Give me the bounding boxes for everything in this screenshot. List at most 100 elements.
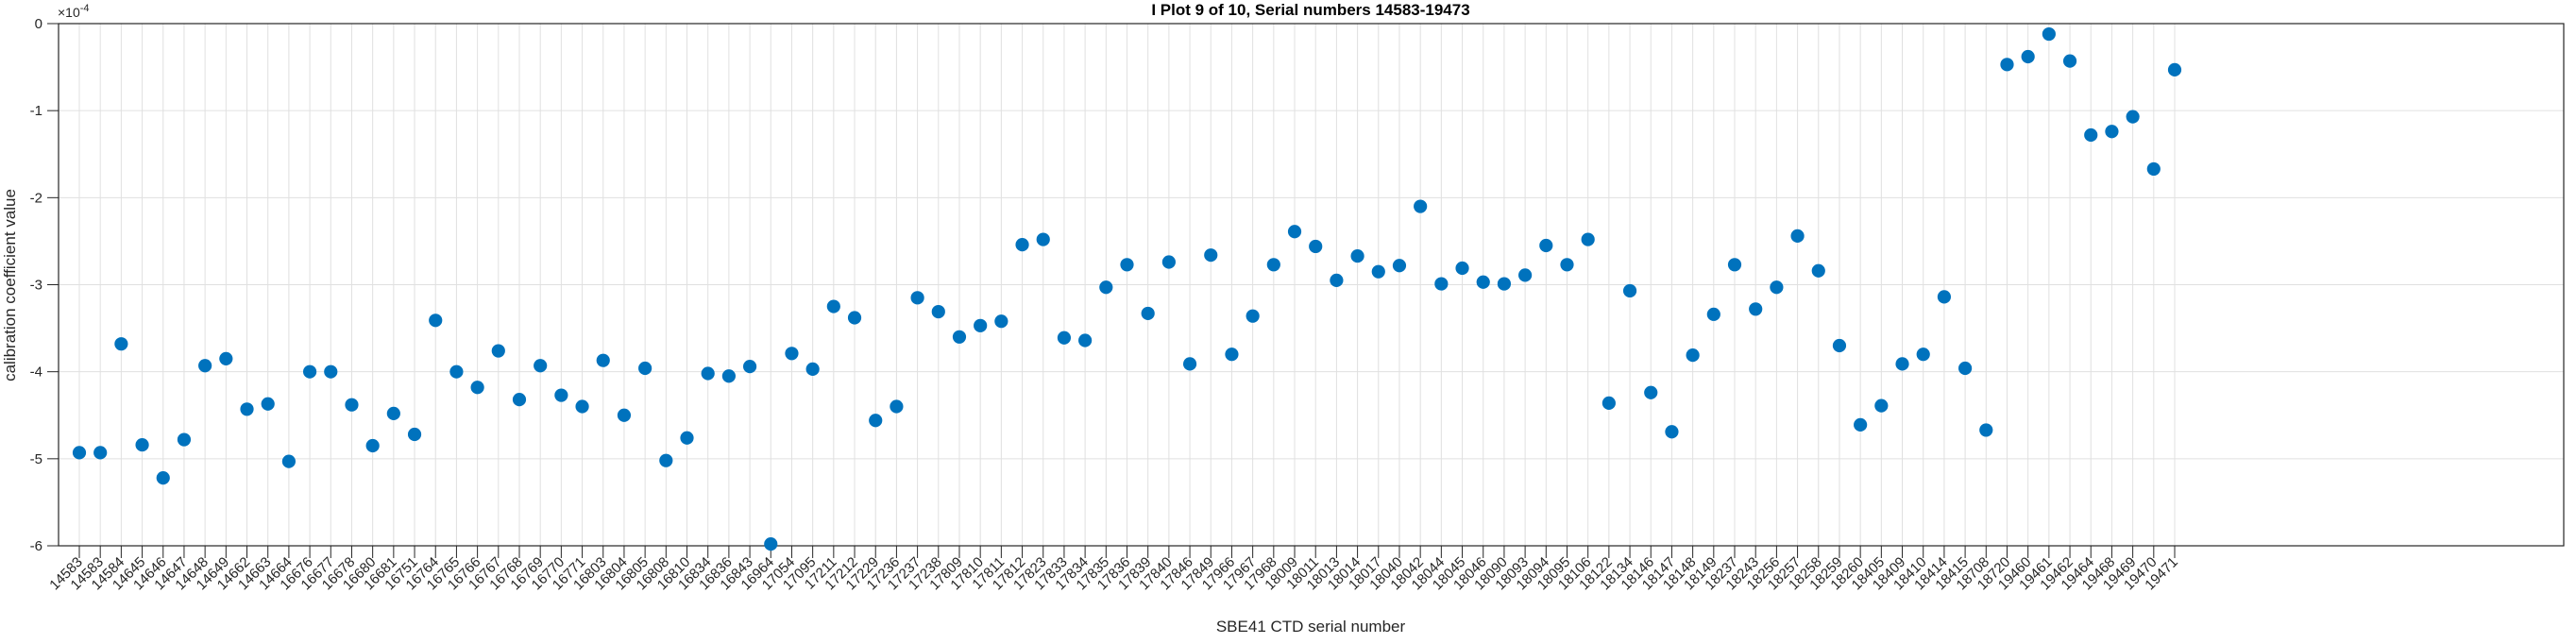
data-point — [1476, 275, 1490, 289]
data-point — [1161, 255, 1176, 269]
data-point — [2146, 161, 2161, 177]
data-point — [261, 397, 275, 411]
data-point — [1832, 338, 1847, 353]
data-point — [1057, 330, 1072, 345]
data-point — [1602, 396, 1616, 410]
data-point — [407, 427, 422, 442]
data-point — [890, 399, 904, 414]
data-point — [281, 454, 296, 468]
data-point — [1434, 277, 1449, 291]
data-point — [1392, 259, 1407, 273]
data-point — [554, 388, 568, 402]
data-point — [2000, 58, 2014, 72]
data-point — [1539, 238, 1553, 253]
data-point — [1706, 307, 1720, 321]
data-point — [2167, 62, 2182, 76]
data-point — [974, 318, 988, 332]
data-point — [345, 398, 359, 412]
y-tick-label: 0 — [35, 16, 42, 32]
data-point — [1120, 258, 1134, 272]
data-point — [1266, 258, 1280, 272]
data-point — [2062, 54, 2077, 68]
data-point — [869, 414, 883, 428]
data-point — [805, 362, 820, 377]
data-point — [1622, 283, 1637, 298]
data-point — [1141, 306, 1155, 321]
data-point — [1455, 261, 1469, 276]
data-point — [1078, 333, 1093, 347]
data-point — [2021, 49, 2035, 64]
x-axis-label: SBE41 CTD serial number — [1216, 618, 1406, 636]
data-point — [1099, 280, 1113, 295]
data-point — [1811, 263, 1825, 278]
y-tick-label: -1 — [30, 103, 42, 119]
y-tick-label: -3 — [30, 278, 42, 294]
data-point — [742, 360, 757, 374]
data-point — [1497, 277, 1512, 291]
data-point — [491, 344, 505, 358]
data-point — [952, 330, 967, 344]
data-point — [302, 364, 317, 379]
data-point — [1937, 290, 1952, 304]
data-point — [240, 402, 254, 416]
data-point — [534, 359, 548, 373]
data-points — [72, 26, 2182, 551]
data-point — [1790, 229, 1805, 243]
gridlines — [59, 24, 2564, 546]
data-point — [1665, 425, 1679, 439]
data-point — [826, 299, 840, 314]
data-point — [1854, 417, 1868, 432]
data-point — [1958, 361, 1973, 376]
data-point — [93, 446, 108, 460]
data-point — [1770, 280, 1784, 295]
data-point — [1182, 357, 1197, 371]
y-axis-offset-multiplier: ×10-4 — [58, 3, 90, 20]
data-point — [764, 537, 778, 551]
data-point — [701, 366, 715, 381]
data-point — [1350, 248, 1364, 263]
data-point — [1644, 385, 1658, 399]
data-point — [994, 314, 1008, 329]
data-point — [429, 314, 443, 328]
data-point — [910, 291, 924, 305]
data-point — [1560, 258, 1574, 272]
data-point — [638, 361, 652, 376]
x-tick-labels: 1458314583145841464514646146471464814649… — [46, 554, 2181, 594]
data-point — [1414, 199, 1428, 213]
chart-title: I Plot 9 of 10, Serial numbers 14583-194… — [1151, 1, 1469, 19]
data-point — [575, 399, 589, 414]
data-point — [1686, 348, 1700, 363]
data-point — [470, 381, 484, 395]
data-point — [659, 453, 673, 467]
data-point — [1749, 302, 1763, 316]
plot-box — [58, 23, 2565, 547]
data-point — [847, 311, 862, 325]
data-point — [1979, 423, 1993, 437]
data-point — [1895, 357, 1909, 371]
data-point — [2084, 127, 2098, 143]
data-point — [785, 347, 799, 361]
data-point — [1204, 248, 1218, 263]
data-point — [72, 446, 87, 460]
data-point — [2126, 110, 2140, 124]
data-point — [135, 437, 149, 452]
data-point — [198, 359, 212, 373]
data-point — [1874, 398, 1889, 413]
data-point — [1916, 347, 1930, 362]
data-point — [1015, 238, 1029, 252]
y-tick-label: -2 — [30, 190, 42, 206]
data-point — [1581, 232, 1595, 246]
data-point — [1330, 273, 1344, 287]
data-point — [617, 408, 632, 422]
data-point — [1246, 309, 1260, 323]
data-point — [324, 364, 338, 379]
data-point — [1309, 239, 1323, 254]
data-point — [156, 471, 170, 485]
y-tick-label: -6 — [30, 538, 42, 554]
y-axis-label: calibration coefficient value — [1, 189, 19, 381]
data-point — [365, 438, 380, 453]
data-point — [2042, 26, 2056, 42]
axes-box — [58, 23, 2565, 547]
